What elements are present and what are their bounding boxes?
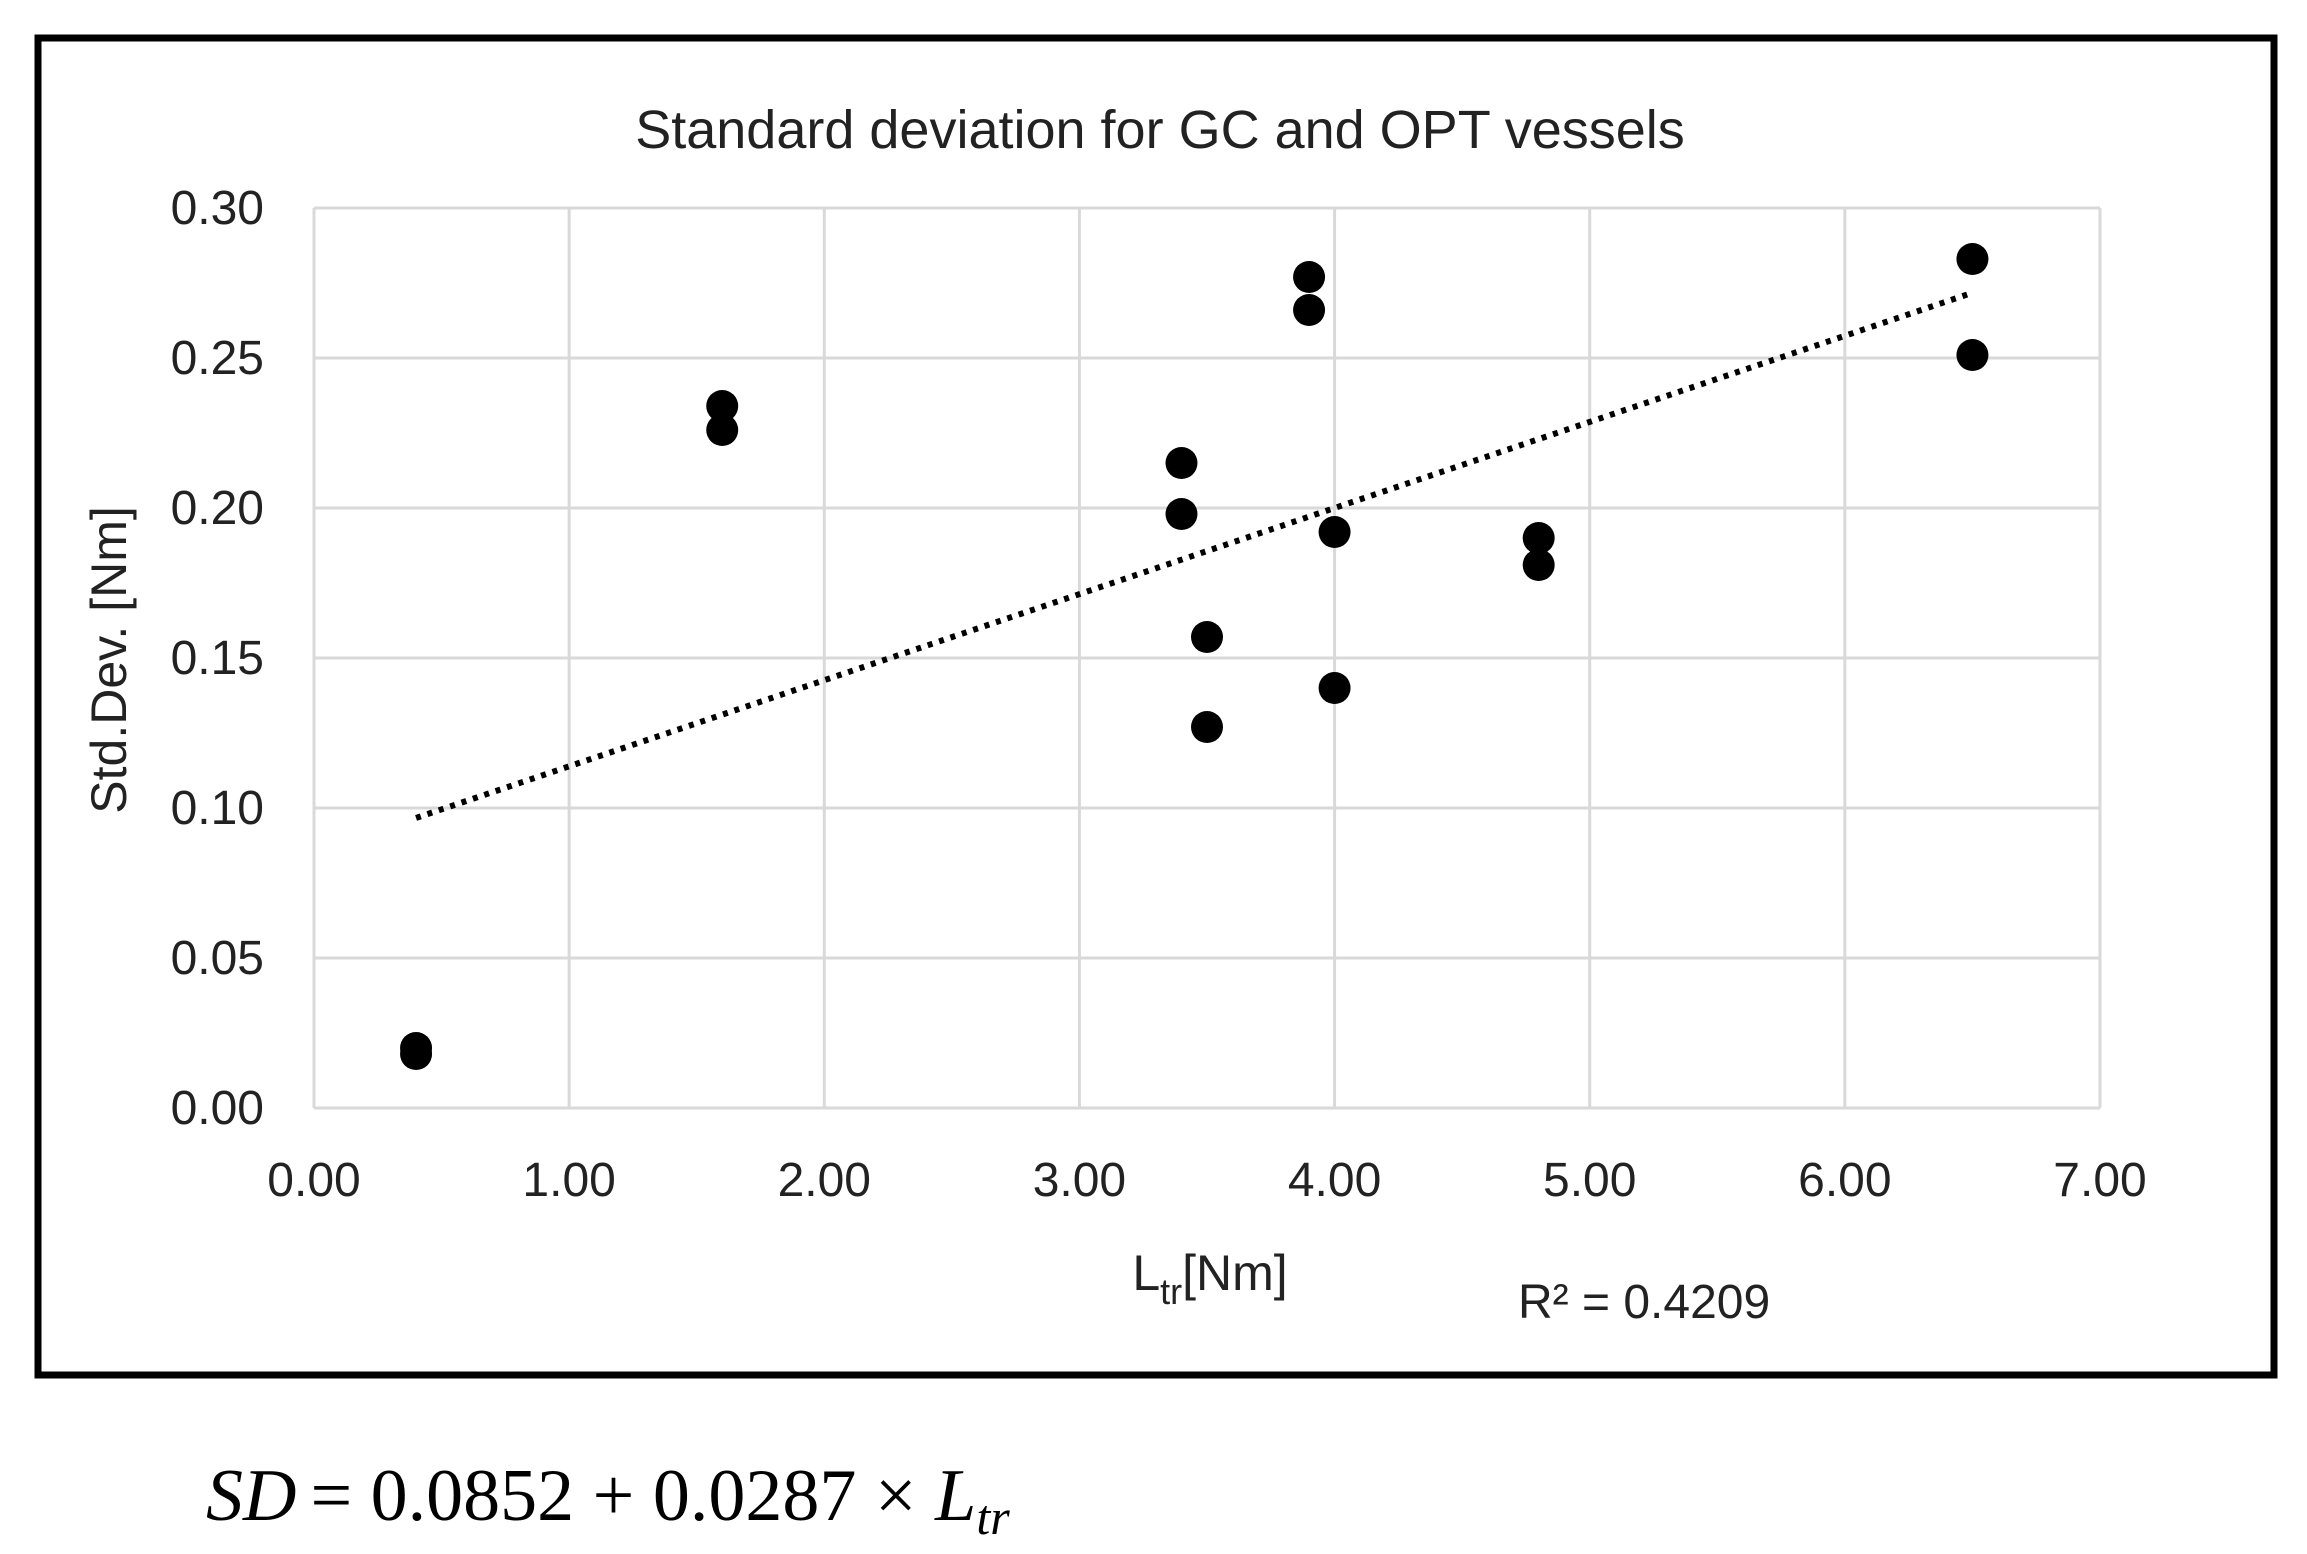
data-point: [1956, 339, 1989, 371]
data-point: [706, 390, 739, 422]
x-axis-label-main: L: [1132, 1245, 1160, 1301]
data-point: [1318, 672, 1351, 704]
data-points: [400, 243, 1989, 1070]
r-squared-label: R² = 0.4209: [1518, 1276, 1770, 1329]
y-tick-label: 0.15: [171, 632, 264, 685]
regression-equation: SD = 0.0852 + 0.0287 × Ltr: [206, 1455, 1010, 1545]
x-tick-label: 4.00: [1288, 1154, 1381, 1207]
x-tick-label: 2.00: [778, 1154, 871, 1207]
data-point: [706, 414, 739, 446]
x-axis-label: Ltr[Nm]: [1132, 1245, 1287, 1312]
x-tick-labels: 0.00 1.00 2.00 3.00 4.00 5.00 6.00 7.00: [267, 1154, 2146, 1207]
x-tick-label: 1.00: [522, 1154, 615, 1207]
x-tick-label: 3.00: [1033, 1154, 1126, 1207]
y-tick-label: 0.30: [171, 182, 264, 235]
grid-lines: [312, 206, 2102, 1110]
data-point: [1522, 549, 1555, 581]
data-point: [1293, 294, 1326, 326]
data-point: [1318, 516, 1351, 548]
y-tick-label: 0.00: [171, 1082, 264, 1135]
x-tick-label: 5.00: [1543, 1154, 1636, 1207]
x-tick-label: 0.00: [267, 1154, 360, 1207]
data-point: [1522, 522, 1555, 554]
y-tick-label: 0.05: [171, 932, 264, 985]
trendline-layer: [415, 289, 1974, 821]
equation-variable-subscript: tr: [976, 1489, 1010, 1545]
data-point: [1165, 498, 1198, 530]
x-tick-label: 7.00: [2053, 1154, 2146, 1207]
equation-lhs: SD: [206, 1455, 296, 1537]
data-point: [1293, 261, 1326, 293]
y-tick-label: 0.25: [171, 332, 264, 385]
y-axis-label: Std.Dev. [Nm]: [81, 506, 137, 813]
y-tick-labels: 0.00 0.05 0.10 0.15 0.20 0.25 0.30: [171, 182, 264, 1135]
equation-rhs: = 0.0852 + 0.0287 ×: [310, 1455, 935, 1537]
linear-trendline: [415, 289, 1974, 821]
x-tick-label: 6.00: [1798, 1154, 1891, 1207]
x-axis-label-subscript: tr: [1160, 1271, 1182, 1312]
y-tick-label: 0.20: [171, 482, 264, 535]
data-point: [1956, 243, 1989, 275]
data-point: [1165, 447, 1198, 479]
x-axis-label-unit: [Nm]: [1182, 1245, 1288, 1301]
data-point: [400, 1038, 433, 1070]
chart-frame: [34, 34, 2278, 1379]
chart-title: Standard deviation for GC and OPT vessel…: [635, 100, 1685, 160]
equation-variable: L: [934, 1455, 976, 1537]
data-point: [1191, 621, 1223, 653]
y-tick-label: 0.10: [171, 782, 264, 835]
data-point: [1191, 711, 1223, 743]
